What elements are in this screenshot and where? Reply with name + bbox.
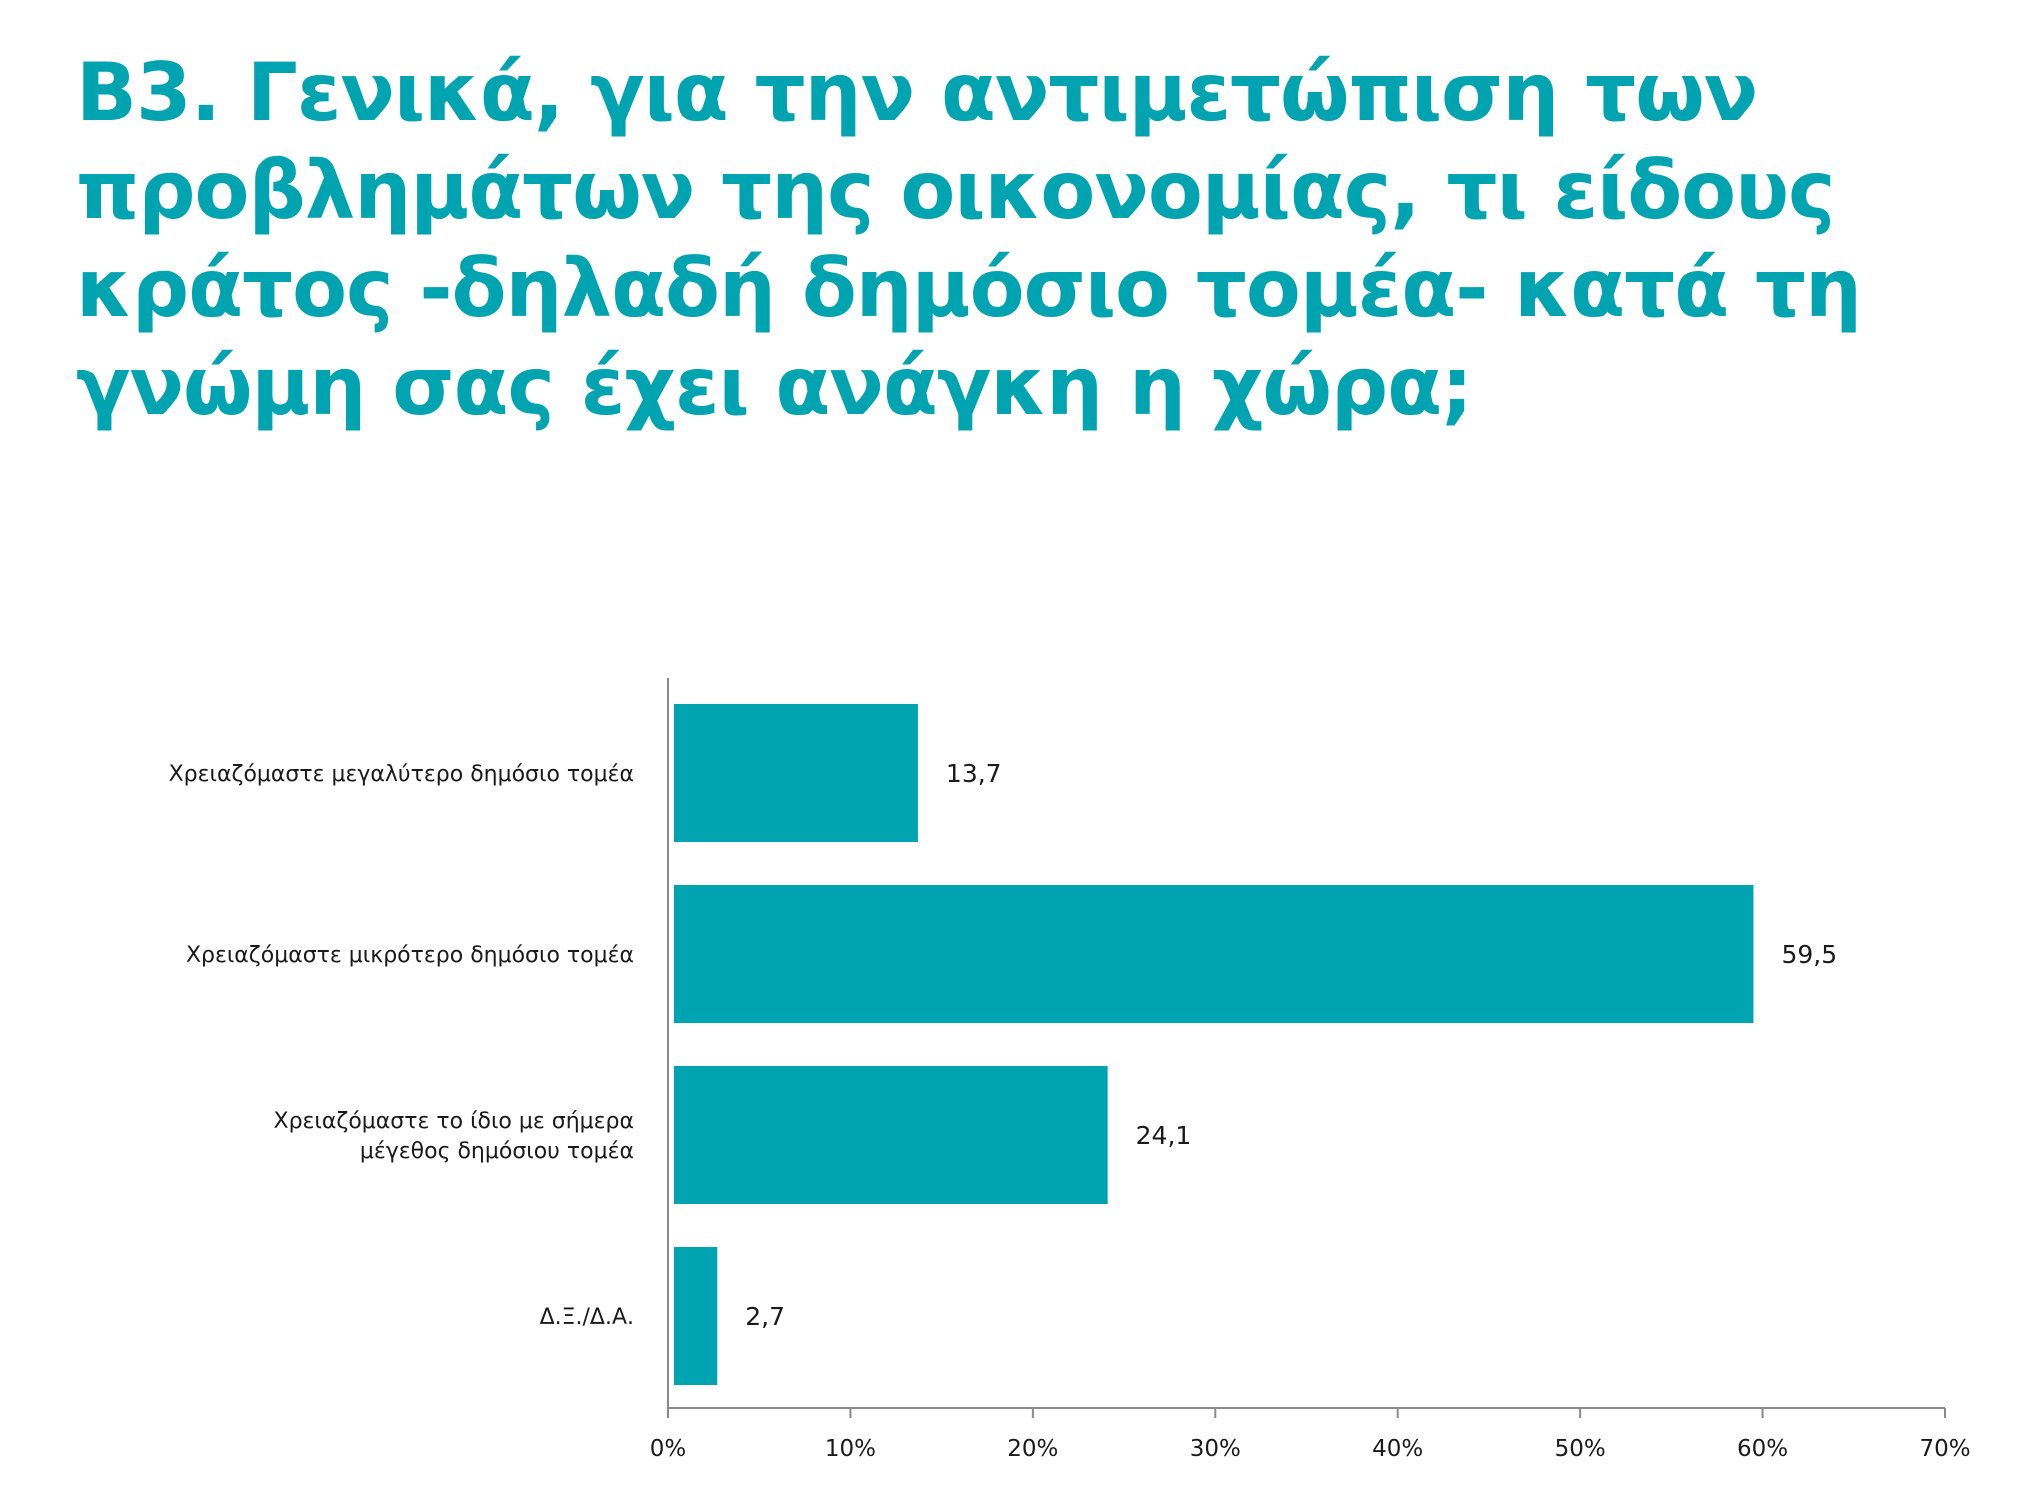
x-tick-label: 50% (1555, 1436, 1606, 1462)
category-label: μέγεθος δημόσιου τομέα (360, 1139, 634, 1164)
bar-value-label: 24,1 (1136, 1121, 1192, 1150)
x-tick-label: 40% (1372, 1436, 1423, 1462)
bar-value-label: 13,7 (946, 759, 1002, 788)
x-tick-label: 0% (650, 1436, 687, 1462)
bar (674, 1066, 1108, 1204)
x-axis-ticks: 0% 10% 20% 30% 40% 50% 60% 70% (650, 1408, 1971, 1462)
category-label: Δ.Ξ./Δ.Α. (540, 1305, 634, 1330)
category-label: Χρειαζόμαστε μεγαλύτερο δημόσιο τομέα (169, 762, 634, 787)
category-labels: Χρειαζόμαστε μεγαλύτερο δημόσιο τομέα Χρε… (169, 762, 634, 1330)
bar-value-label: 2,7 (745, 1302, 785, 1331)
title-line-4: γνώμη σας έχει ανάγκη η χώρα; (76, 340, 1473, 433)
title-line-1: Β3. Γενικά, για την αντιμετώπιση των (76, 46, 1758, 139)
bar (674, 704, 918, 842)
bar (674, 885, 1754, 1023)
bars-group (674, 704, 1754, 1385)
category-label: Χρειαζόμαστε μικρότερο δημόσιο τομέα (186, 943, 634, 968)
x-tick-label: 10% (825, 1436, 876, 1462)
x-tick-label: 30% (1190, 1436, 1241, 1462)
bar-value-label: 59,5 (1781, 940, 1837, 969)
title-line-2: προβλημάτων της οικονομίας, τι είδους (76, 144, 1836, 237)
value-labels: 13,7 59,5 24,1 2,7 (745, 759, 1837, 1331)
chart-title: Β3. Γενικά, για την αντιμετώπιση των προ… (76, 44, 1956, 436)
x-tick-label: 70% (1919, 1436, 1970, 1462)
x-tick-label: 20% (1007, 1436, 1058, 1462)
bar (674, 1247, 718, 1385)
category-label: Χρειαζόμαστε το ίδιο με σήμερα (274, 1109, 635, 1134)
x-tick-label: 60% (1737, 1436, 1788, 1462)
title-line-3: κράτος -δηλαδή δημόσιο τομέα- κατά τη (76, 242, 1862, 335)
